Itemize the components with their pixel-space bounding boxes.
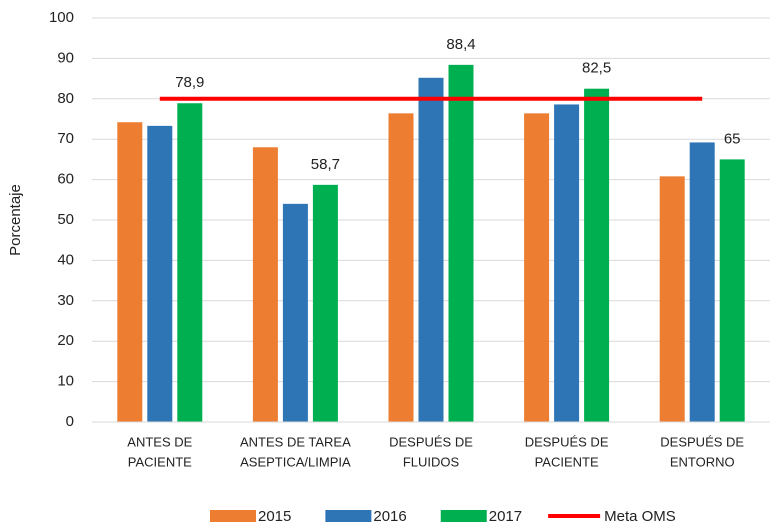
legend-label: 2017 — [489, 508, 522, 525]
y-tick-label: 70 — [57, 130, 74, 147]
bar — [282, 203, 308, 422]
x-tick-label: PACIENTE — [128, 454, 192, 469]
x-tick-label: ANTES DE TAREA — [240, 434, 351, 449]
x-tick-label: ENTORNO — [670, 454, 735, 469]
y-tick-label: 40 — [57, 251, 74, 268]
data-label: 78,9 — [175, 74, 204, 91]
x-tick-label: FLUIDOS — [403, 454, 460, 469]
y-tick-label: 30 — [57, 292, 74, 309]
bar — [659, 176, 685, 422]
y-tick-label: 50 — [57, 211, 74, 228]
legend-swatch — [210, 510, 256, 522]
y-tick-label: 100 — [49, 9, 74, 26]
data-label: 58,7 — [311, 156, 340, 173]
bar — [584, 88, 610, 422]
bar — [177, 103, 203, 422]
legend-label: 2015 — [258, 508, 291, 525]
legend-label: Meta OMS — [604, 508, 676, 525]
x-tick-label: DESPUÉS DE — [660, 434, 744, 449]
y-axis-label: Porcentaje — [7, 184, 24, 256]
bar — [388, 113, 414, 423]
bar — [117, 122, 143, 423]
data-label: 82,5 — [582, 60, 611, 77]
bar — [252, 147, 278, 422]
y-tick-label: 90 — [57, 49, 74, 66]
x-tick-label: DESPUÉS DE — [389, 434, 473, 449]
y-tick-label: 0 — [66, 413, 74, 430]
x-tick-label: ASEPTICA/LIMPIA — [240, 454, 351, 469]
data-label: 88,4 — [446, 36, 475, 53]
y-tick-label: 80 — [57, 90, 74, 107]
bar — [448, 64, 474, 422]
legend-label: 2016 — [373, 508, 406, 525]
data-label: 65 — [724, 130, 741, 147]
bar — [418, 77, 444, 423]
bar — [689, 142, 715, 422]
legend-swatch — [440, 510, 487, 522]
bar — [719, 159, 745, 422]
y-tick-label: 20 — [57, 332, 74, 349]
bar — [147, 125, 173, 423]
legend-swatch — [325, 510, 372, 522]
x-tick-label: ANTES DE — [127, 434, 192, 449]
x-tick-label: DESPUÉS DE — [525, 434, 609, 449]
bar — [312, 184, 338, 422]
y-tick-label: 10 — [57, 373, 74, 390]
bar — [524, 113, 550, 423]
bar — [554, 104, 580, 423]
x-tick-label: PACIENTE — [535, 454, 599, 469]
y-tick-label: 60 — [57, 171, 74, 188]
